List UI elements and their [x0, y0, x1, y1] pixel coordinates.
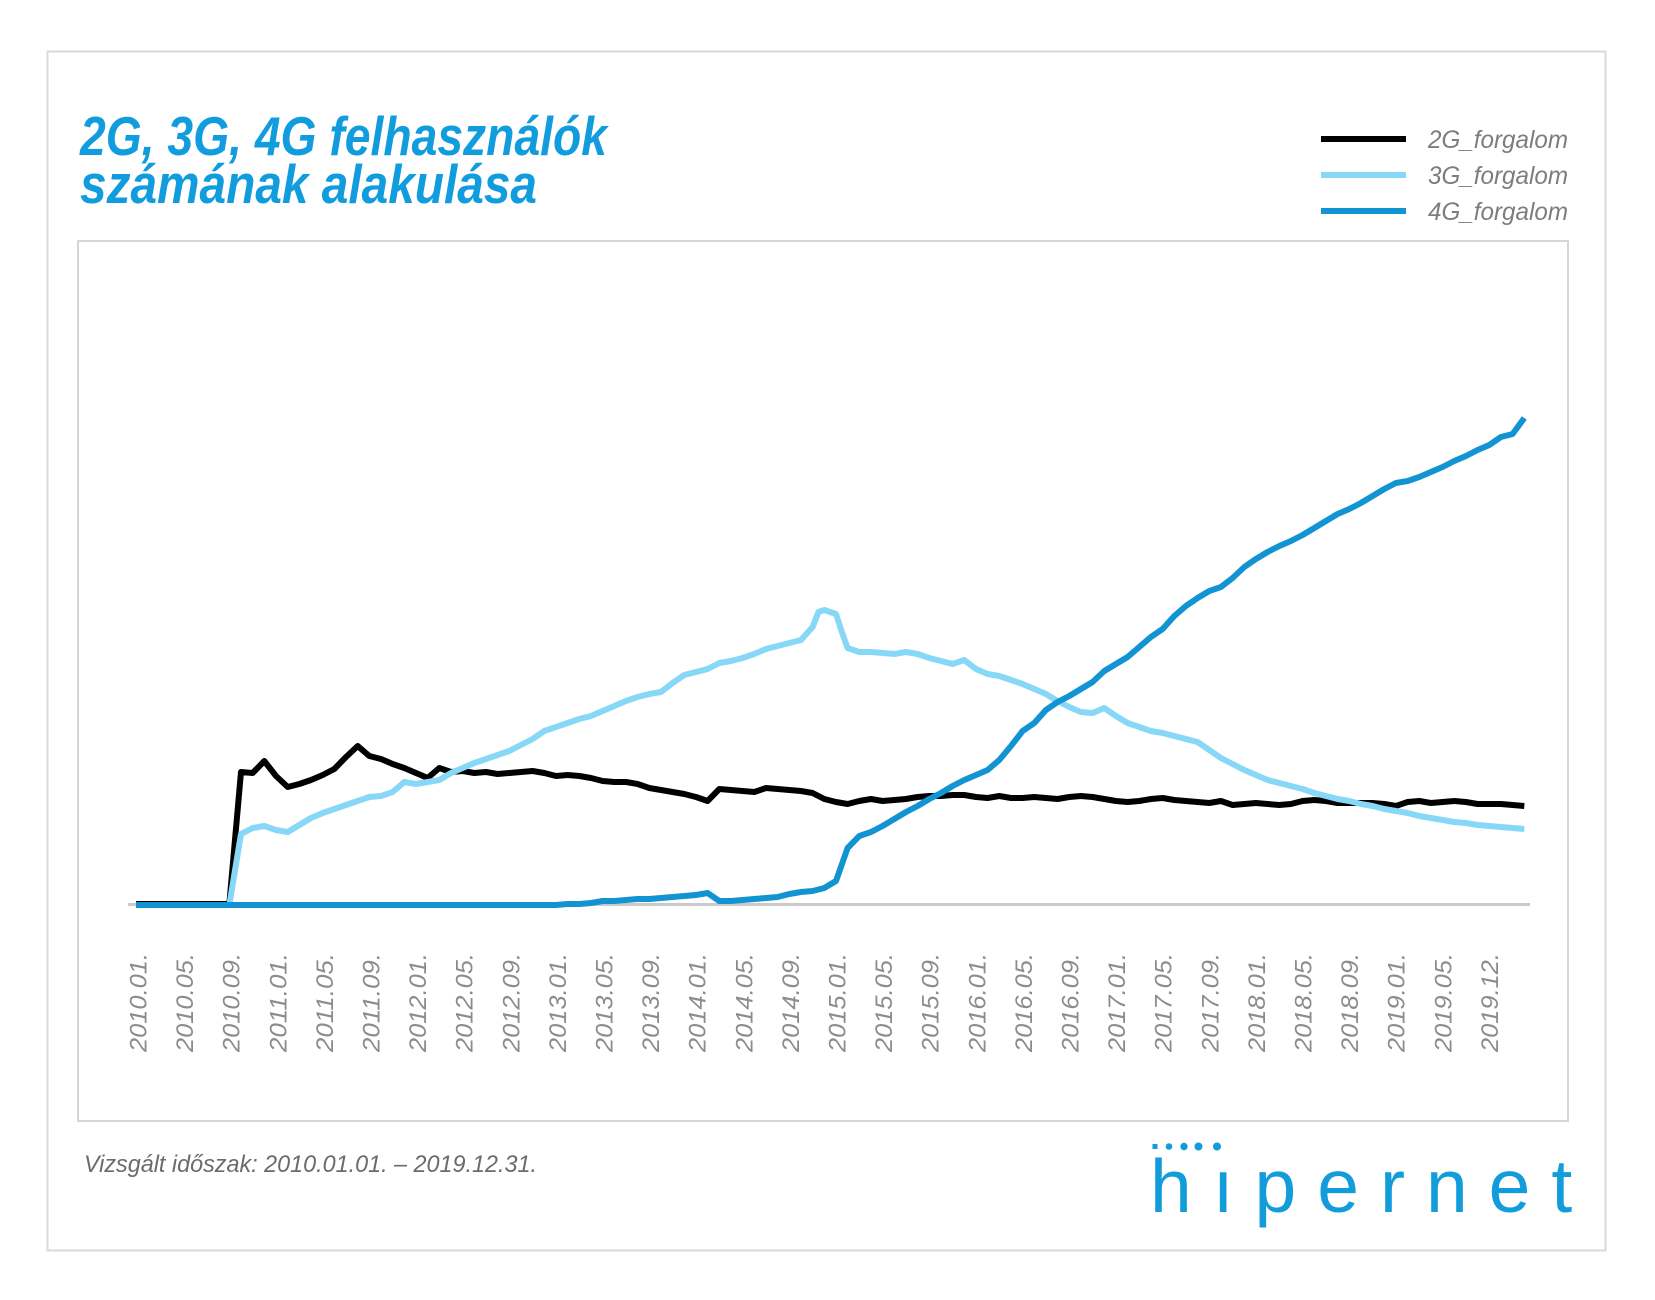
- svg-text:4G_forgalom: 4G_forgalom: [1428, 198, 1568, 226]
- svg-text:2012.05.: 2012.05.: [452, 953, 479, 1053]
- svg-text:3G_forgalom: 3G_forgalom: [1428, 162, 1568, 190]
- svg-text:2015.05.: 2015.05.: [871, 953, 898, 1053]
- svg-text:2019.05.: 2019.05.: [1430, 953, 1457, 1053]
- svg-text:2011.01.: 2011.01.: [265, 953, 292, 1053]
- svg-text:2G_forgalom: 2G_forgalom: [1427, 126, 1568, 154]
- svg-text:2011.05.: 2011.05.: [312, 953, 339, 1053]
- svg-text:2018.09.: 2018.09.: [1337, 953, 1364, 1053]
- svg-text:2019.01.: 2019.01.: [1384, 953, 1411, 1053]
- svg-text:2010.01.: 2010.01.: [126, 953, 153, 1053]
- svg-text:2010.05.: 2010.05.: [172, 953, 199, 1053]
- svg-text:Vizsgált időszak: 2010.01.01.: Vizsgált időszak: 2010.01.01. – 2019.12.…: [84, 1151, 537, 1178]
- svg-text:2014.05.: 2014.05.: [731, 953, 758, 1053]
- svg-text:2011.09.: 2011.09.: [359, 953, 386, 1053]
- svg-text:2012.09.: 2012.09.: [498, 953, 525, 1053]
- svg-text:2015.01.: 2015.01.: [825, 953, 852, 1053]
- svg-text:2012.01.: 2012.01.: [405, 953, 432, 1053]
- svg-text:2016.09.: 2016.09.: [1058, 953, 1085, 1053]
- svg-text:2016.05.: 2016.05.: [1011, 953, 1038, 1053]
- svg-text:2018.01.: 2018.01.: [1244, 953, 1271, 1053]
- svg-text:2015.09.: 2015.09.: [918, 953, 945, 1053]
- svg-text:2013.01.: 2013.01.: [545, 953, 572, 1053]
- svg-text:2017.01.: 2017.01.: [1104, 953, 1131, 1053]
- svg-text:2019.12.: 2019.12.: [1477, 953, 1504, 1053]
- svg-text:2013.05.: 2013.05.: [592, 953, 619, 1053]
- svg-text:hıpernet: hıpernet: [1150, 1144, 1593, 1228]
- svg-text:2018.05.: 2018.05.: [1291, 953, 1318, 1053]
- svg-text:2G, 3G, 4G felhasználók: 2G, 3G, 4G felhasználók: [79, 105, 609, 167]
- svg-text:2010.09.: 2010.09.: [219, 953, 246, 1053]
- svg-text:2016.01.: 2016.01.: [964, 953, 991, 1053]
- svg-text:2017.05.: 2017.05.: [1151, 953, 1178, 1053]
- svg-text:számának alakulása: számának alakulása: [80, 153, 537, 215]
- svg-text:2014.01.: 2014.01.: [685, 953, 712, 1053]
- svg-text:2013.09.: 2013.09.: [638, 953, 665, 1053]
- svg-text:2014.09.: 2014.09.: [778, 953, 805, 1053]
- svg-text:2017.09.: 2017.09.: [1197, 953, 1224, 1053]
